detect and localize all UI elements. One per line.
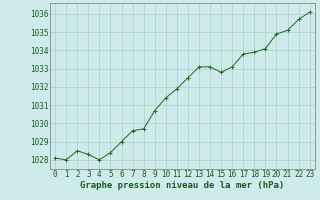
X-axis label: Graphe pression niveau de la mer (hPa): Graphe pression niveau de la mer (hPa) xyxy=(80,181,284,190)
